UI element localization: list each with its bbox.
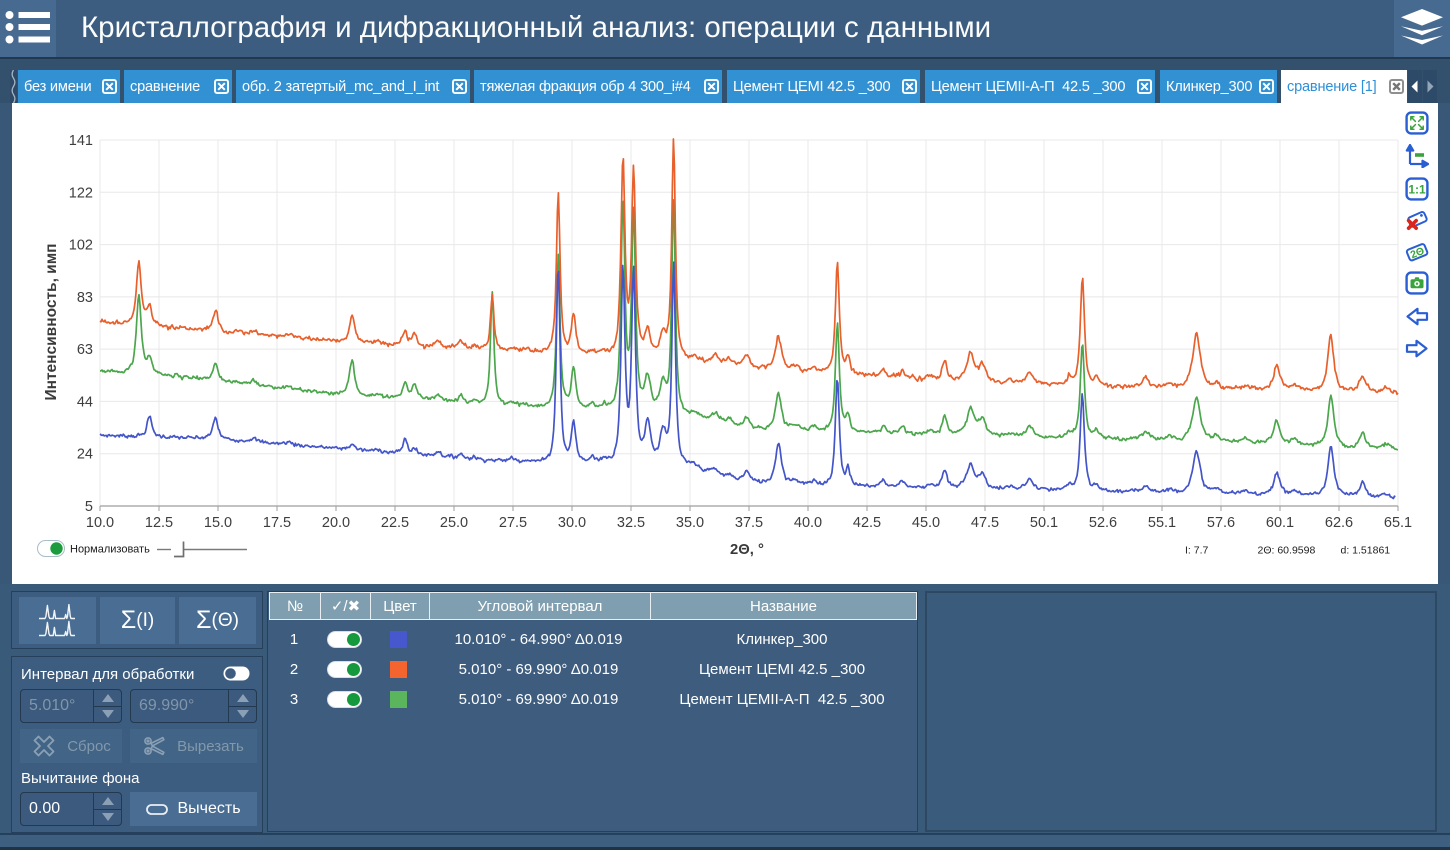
svg-text:63: 63 [77,342,93,358]
svg-text:Интенсивность, имп: Интенсивность, имп [43,243,60,400]
svg-text:45.0: 45.0 [912,515,940,531]
svg-text:2Θ: 60.9598: 2Θ: 60.9598 [1258,545,1316,557]
svg-text:37.5: 37.5 [735,515,763,531]
svg-text:30.0: 30.0 [558,515,586,531]
svg-text:141: 141 [69,133,93,149]
svg-text:17.5: 17.5 [263,515,291,531]
svg-text:5: 5 [85,499,93,515]
svg-text:60.1: 60.1 [1266,515,1294,531]
svg-text:12.5: 12.5 [145,515,173,531]
svg-text:65.1: 65.1 [1384,515,1412,531]
svg-text:122: 122 [69,185,93,201]
svg-text:102: 102 [69,238,93,254]
svg-text:Нормализовать: Нормализовать [70,544,150,556]
svg-text:40.0: 40.0 [794,515,822,531]
svg-text:2Θ: 2Θ [1409,245,1426,261]
svg-text:57.6: 57.6 [1207,515,1235,531]
svg-text:15.0: 15.0 [204,515,232,531]
svg-text:d: 1.51861: d: 1.51861 [1341,545,1391,557]
svg-text:42.5: 42.5 [853,515,881,531]
svg-text:35.0: 35.0 [676,515,704,531]
svg-text:50.1: 50.1 [1030,515,1058,531]
svg-text:32.5: 32.5 [617,515,645,531]
svg-text:52.6: 52.6 [1089,515,1117,531]
svg-text:1:1: 1:1 [1408,183,1426,197]
svg-text:24: 24 [77,447,93,463]
svg-text:10.0: 10.0 [86,515,114,531]
svg-text:47.5: 47.5 [971,515,999,531]
svg-text:25.0: 25.0 [440,515,468,531]
svg-text:55.1: 55.1 [1148,515,1176,531]
svg-text:44: 44 [77,394,93,410]
svg-text:I: 7.7: I: 7.7 [1185,545,1209,557]
svg-text:83: 83 [77,290,93,306]
svg-text:2Θ, °: 2Θ, ° [730,542,764,558]
svg-text:22.5: 22.5 [381,515,409,531]
svg-text:62.6: 62.6 [1325,515,1353,531]
svg-text:20.0: 20.0 [322,515,350,531]
svg-text:27.5: 27.5 [499,515,527,531]
